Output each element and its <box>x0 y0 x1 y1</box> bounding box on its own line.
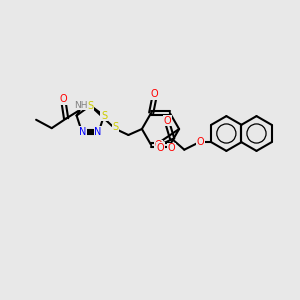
Text: S: S <box>101 111 107 121</box>
Text: O: O <box>164 116 172 126</box>
Text: S: S <box>113 122 119 133</box>
Text: O: O <box>197 137 205 147</box>
Text: N: N <box>79 127 86 136</box>
Text: NH: NH <box>74 100 88 109</box>
Text: O: O <box>155 140 163 150</box>
Text: O: O <box>157 142 164 153</box>
Text: O: O <box>150 89 158 99</box>
Text: N: N <box>94 127 102 136</box>
Text: S: S <box>87 100 93 111</box>
Text: O: O <box>167 143 175 153</box>
Text: O: O <box>60 94 68 104</box>
